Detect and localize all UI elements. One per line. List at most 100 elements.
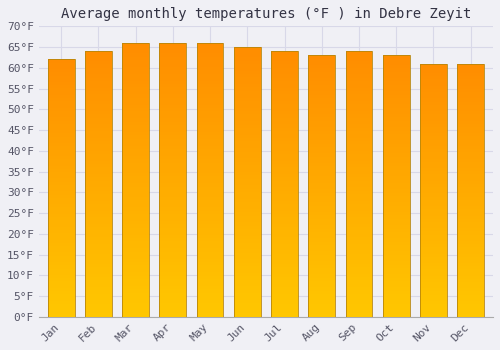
Bar (420, 168, 447, 171)
Bar (160, 98, 186, 101)
Bar (85, 81, 112, 84)
Bar (458, 257, 484, 260)
Bar (160, 139, 186, 142)
Bar (85, 184, 112, 187)
Bar (420, 250, 447, 253)
Bar (160, 238, 186, 242)
Bar (48, 104, 74, 108)
Bar (383, 114, 409, 118)
Bar (122, 80, 149, 84)
Bar (48, 285, 74, 288)
Bar (308, 156, 335, 160)
Bar (458, 219, 484, 222)
Bar (48, 275, 74, 278)
Bar (458, 225, 484, 228)
Bar (346, 191, 372, 194)
Bar (308, 300, 335, 304)
Bar (196, 217, 224, 221)
Bar (271, 55, 298, 58)
Bar (48, 114, 74, 117)
Bar (160, 176, 186, 180)
Bar (122, 84, 149, 88)
Bar (160, 272, 186, 276)
Bar (85, 91, 112, 94)
Bar (48, 217, 74, 220)
Bar (458, 298, 484, 301)
Bar (234, 158, 260, 162)
Bar (85, 118, 112, 121)
Bar (383, 55, 409, 58)
Bar (234, 296, 260, 300)
Bar (122, 176, 149, 180)
Bar (48, 188, 74, 191)
Bar (420, 95, 447, 98)
Bar (308, 124, 335, 127)
Bar (420, 152, 447, 155)
Bar (196, 234, 224, 238)
Bar (308, 186, 335, 189)
Bar (48, 79, 74, 82)
Bar (420, 266, 447, 270)
Bar (420, 86, 447, 89)
Bar (458, 92, 484, 95)
Bar (196, 187, 224, 190)
Bar (122, 276, 149, 279)
Bar (160, 279, 186, 282)
Bar (308, 235, 335, 238)
Bar (48, 143, 74, 146)
Bar (48, 307, 74, 310)
Bar (383, 304, 409, 307)
Bar (420, 219, 447, 222)
Bar (308, 75, 335, 78)
Bar (308, 278, 335, 281)
Bar (346, 184, 372, 187)
Bar (122, 286, 149, 289)
Bar (160, 310, 186, 313)
Bar (420, 314, 447, 317)
Bar (160, 265, 186, 269)
Bar (383, 147, 409, 150)
Bar (48, 153, 74, 156)
Bar (458, 266, 484, 270)
Bar (122, 310, 149, 313)
Bar (308, 258, 335, 261)
Bar (346, 307, 372, 310)
Bar (196, 173, 224, 176)
Bar (271, 194, 298, 197)
Bar (458, 83, 484, 86)
Bar (196, 108, 224, 111)
Bar (85, 61, 112, 64)
Bar (346, 147, 372, 151)
Bar (85, 294, 112, 297)
Bar (122, 94, 149, 98)
Bar (85, 277, 112, 280)
Bar (122, 53, 149, 57)
Bar (48, 140, 74, 143)
Bar (420, 181, 447, 184)
Bar (160, 91, 186, 94)
Bar (458, 206, 484, 209)
Bar (48, 201, 74, 204)
Bar (383, 170, 409, 173)
Bar (196, 313, 224, 317)
Bar (122, 118, 149, 122)
Bar (85, 237, 112, 240)
Bar (48, 172, 74, 175)
Bar (85, 134, 112, 138)
Bar (271, 88, 298, 91)
Bar (308, 274, 335, 278)
Bar (271, 294, 298, 297)
Bar (271, 240, 298, 244)
Bar (160, 104, 186, 108)
Bar (85, 310, 112, 314)
Bar (234, 243, 260, 246)
Bar (420, 225, 447, 228)
Bar (234, 222, 260, 226)
Bar (122, 125, 149, 128)
Bar (160, 53, 186, 57)
Bar (48, 259, 74, 262)
Bar (85, 164, 112, 167)
Bar (383, 196, 409, 199)
Bar (122, 221, 149, 224)
Bar (160, 128, 186, 132)
